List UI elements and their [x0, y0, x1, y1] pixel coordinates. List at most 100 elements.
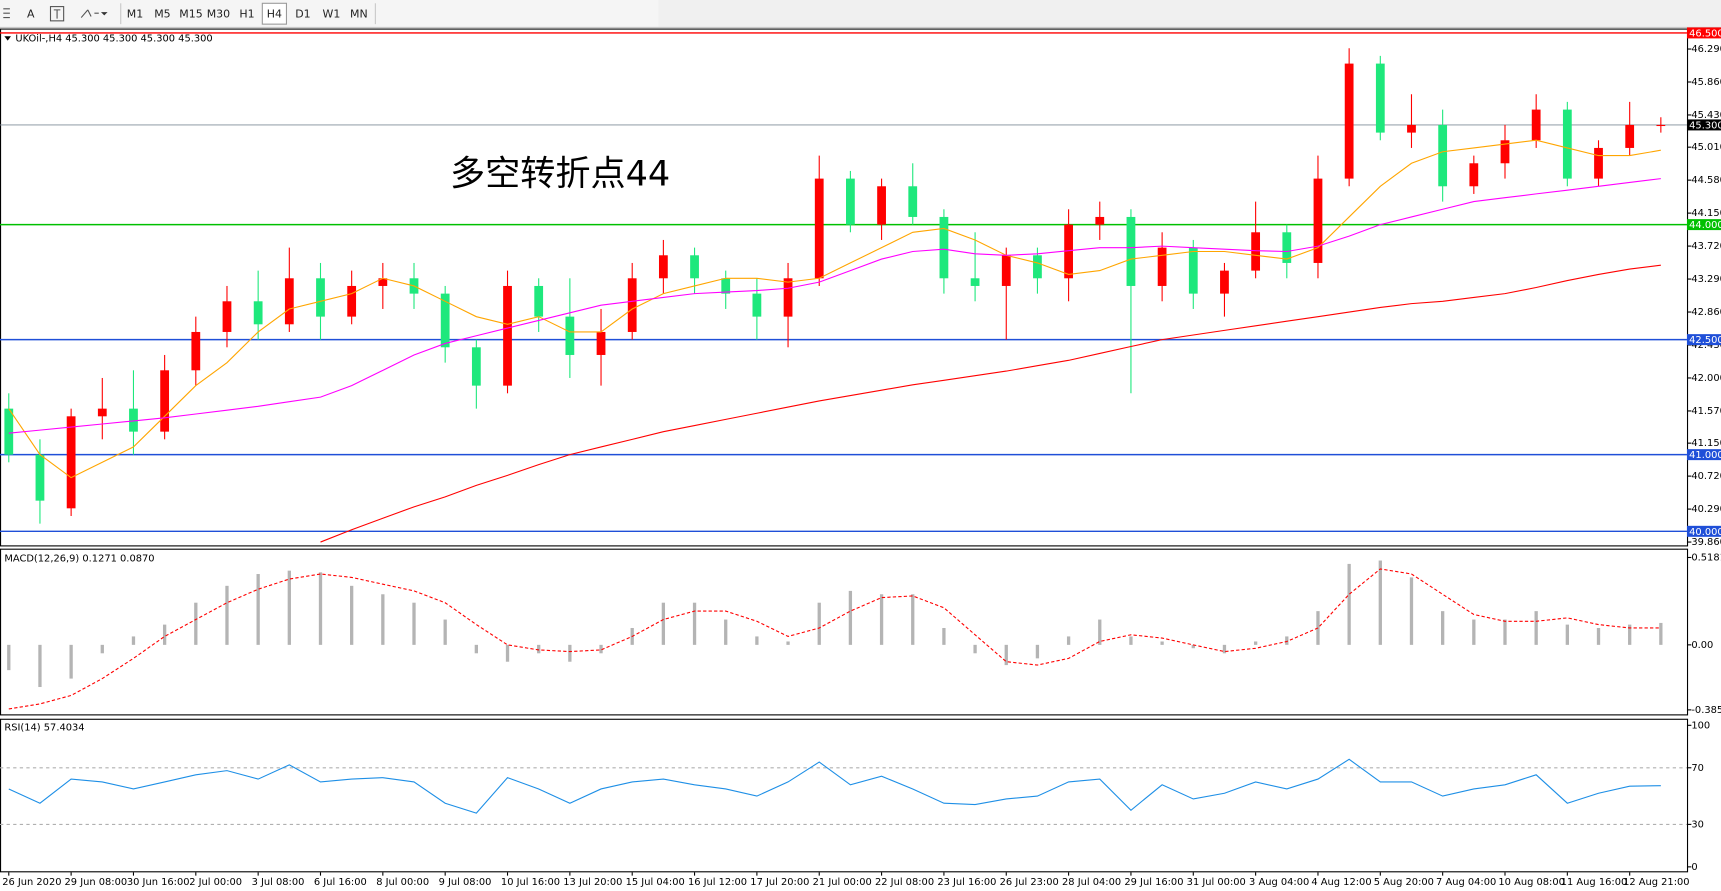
- timeframe-button[interactable]: D1: [295, 7, 310, 20]
- y-tick-label: 70: [1691, 763, 1704, 774]
- candle-body: [35, 454, 45, 501]
- x-tick-label: 4 Aug 12:00: [1311, 877, 1371, 888]
- macd-bar: [69, 644, 73, 679]
- macd-bar: [817, 602, 821, 645]
- candle-body: [129, 408, 138, 432]
- candle-body: [503, 285, 512, 386]
- level-tag-label: 45.300: [1689, 120, 1721, 131]
- timeframe-button[interactable]: M1: [127, 7, 143, 20]
- candle-body: [658, 255, 668, 279]
- crosshair-tool[interactable]: [3, 8, 10, 19]
- candle-body: [1001, 255, 1011, 286]
- candle-body: [534, 285, 544, 317]
- candle-body: [222, 301, 232, 332]
- macd-bar: [1503, 619, 1507, 645]
- annotation: 多空转折点44: [450, 154, 670, 195]
- y-tick-label: 42.860: [1691, 307, 1721, 318]
- x-tick-label: 26 Jun 2020: [2, 877, 61, 888]
- timeframe-button[interactable]: H4: [267, 7, 282, 20]
- candle-body: [939, 216, 949, 279]
- macd-bar: [287, 570, 291, 645]
- macd-bar: [505, 644, 510, 662]
- timeframe-button[interactable]: MN: [350, 7, 368, 20]
- x-tick-label: 15 Jul 04:00: [626, 877, 685, 888]
- macd-bar: [879, 594, 884, 645]
- text-label-tool[interactable]: [49, 6, 65, 22]
- level-tag-label: 41.000: [1689, 450, 1721, 461]
- y-tick-label: 0.00: [1691, 640, 1713, 651]
- candle-body: [1251, 232, 1261, 271]
- candle-body: [814, 178, 824, 279]
- x-tick-label: 21 Jul 00:00: [813, 877, 872, 888]
- candle-body: [1375, 63, 1385, 133]
- level-tag-label: 42.500: [1689, 335, 1721, 346]
- level-tag: [1686, 525, 1721, 537]
- y-tick-label: 39.860: [1691, 537, 1721, 548]
- rsi-panel-frame: [0, 718, 1689, 873]
- macd-bar: [1253, 641, 1258, 645]
- candle-body: [284, 278, 294, 325]
- chart-title: UKOil-,H4 45.300 45.300 45.300 45.300: [15, 33, 212, 44]
- title-arrow: [4, 36, 11, 41]
- candle-body: [721, 278, 731, 294]
- level-tag: [1686, 27, 1721, 39]
- y-tick-label: 44.580: [1691, 175, 1721, 186]
- candle-body: [1033, 255, 1042, 279]
- macd-bar: [412, 602, 416, 645]
- x-tick-label: 13 Jul 20:00: [563, 877, 622, 888]
- macd-bar: [1409, 577, 1414, 645]
- x-tick-label: 31 Jul 00:00: [1187, 877, 1246, 888]
- y-tick-label: 40.290: [1691, 504, 1721, 515]
- candle-body: [316, 278, 325, 317]
- y-tick-label: 43.720: [1691, 241, 1721, 252]
- macd-bar: [1129, 636, 1133, 645]
- moving-average: [8, 178, 1661, 434]
- x-tick-label: 10 Jul 16:00: [501, 877, 560, 888]
- candle-body: [1188, 247, 1198, 294]
- timeframe-button[interactable]: H1: [239, 7, 254, 20]
- macd-bar: [1004, 644, 1008, 666]
- candle-body: [66, 416, 76, 509]
- macd-bar: [1160, 641, 1164, 645]
- y-tick-label: 42.430: [1691, 340, 1721, 351]
- candle-body: [1282, 232, 1292, 263]
- macd-bar: [162, 624, 167, 645]
- candle-body: [877, 186, 886, 225]
- x-tick-label: 2 Jul 00:00: [189, 877, 242, 888]
- rsi-line: [8, 758, 1661, 814]
- x-tick-label: 8 Jul 00:00: [376, 877, 429, 888]
- candle-body: [1531, 109, 1541, 141]
- candle-body: [1594, 147, 1603, 179]
- y-tick-label: 45.430: [1691, 110, 1721, 121]
- timeframe-button[interactable]: M5: [154, 7, 170, 20]
- level-tag: [1686, 119, 1721, 131]
- timeframe-button[interactable]: M15: [179, 7, 202, 20]
- x-tick-label: 9 Jul 08:00: [439, 877, 492, 888]
- candle-body: [690, 255, 699, 279]
- text-tool[interactable]: A: [27, 7, 35, 20]
- level-tag: [1686, 334, 1721, 346]
- macd-bar: [381, 594, 385, 645]
- x-tick-label: 3 Jul 08:00: [252, 877, 305, 888]
- macd-bar: [1628, 624, 1632, 645]
- macd-bar: [474, 644, 478, 654]
- timeframe-buttons: M1 M5 M15 M30 H1 H4 D1 W1 MN: [127, 2, 376, 25]
- macd-bar: [1098, 619, 1102, 645]
- timeframe-button[interactable]: M30: [207, 7, 230, 20]
- macd-bar: [443, 619, 447, 645]
- x-tick-label: 6 Jul 16:00: [314, 877, 367, 888]
- y-tick-label: 0: [1691, 862, 1697, 873]
- macd-bar: [786, 641, 790, 645]
- y-tick-label: 41.150: [1691, 438, 1721, 449]
- macd-bar: [1066, 636, 1071, 645]
- x-tick-label: 17 Jul 20:00: [750, 877, 809, 888]
- y-tick-label: 0.5181: [1691, 552, 1721, 563]
- macd-plot: [7, 560, 1663, 710]
- x-tick-label: 16 Jul 12:00: [688, 877, 747, 888]
- macd-bar: [1285, 636, 1289, 645]
- timeframe-button[interactable]: W1: [323, 7, 341, 20]
- arrows-tool[interactable]: [80, 9, 108, 18]
- candle-body: [783, 278, 793, 317]
- candle-body: [970, 278, 980, 286]
- candle-body: [1157, 247, 1167, 286]
